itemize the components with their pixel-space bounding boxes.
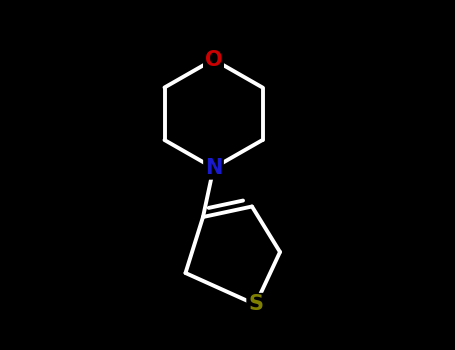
Text: N: N: [205, 158, 222, 178]
Text: S: S: [248, 294, 263, 315]
Text: O: O: [205, 49, 222, 70]
